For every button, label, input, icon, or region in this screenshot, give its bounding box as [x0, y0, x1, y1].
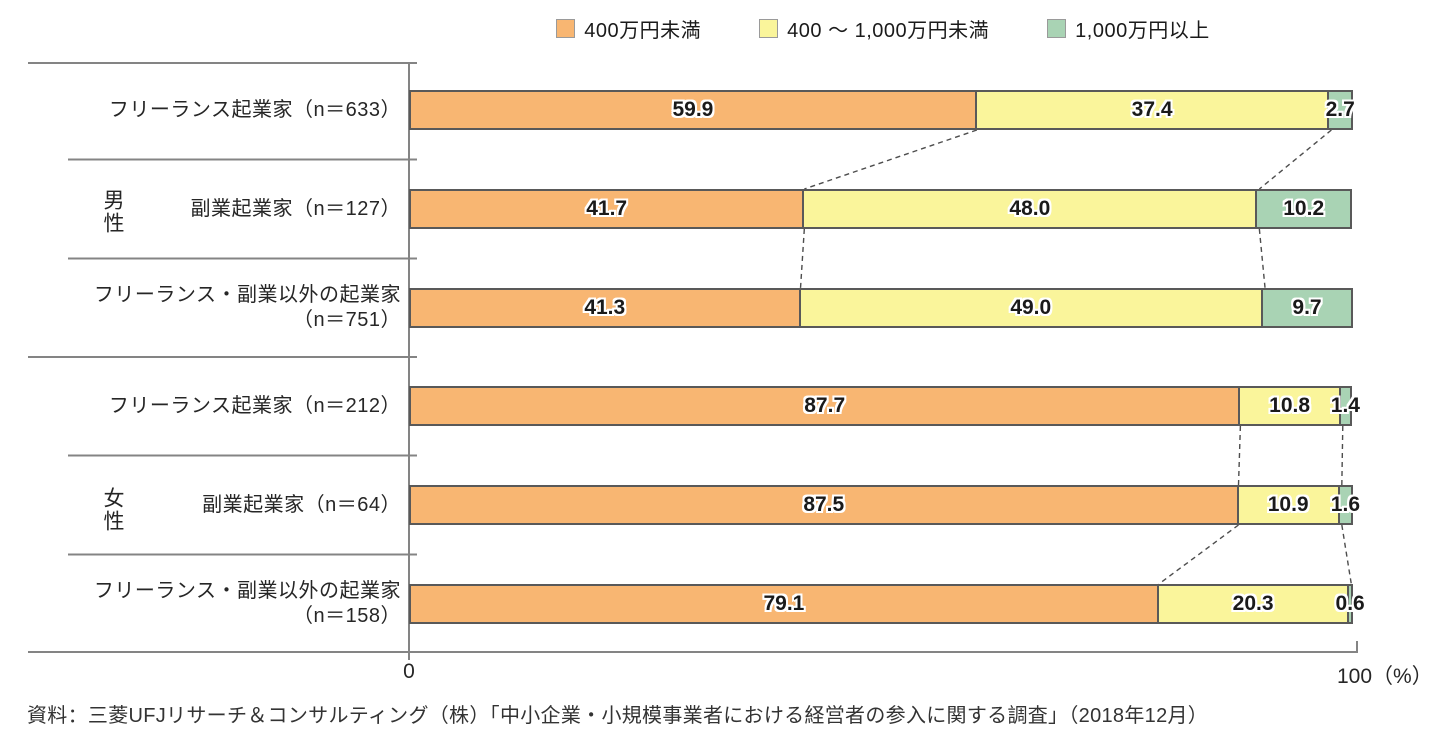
- x-axis-max-label: 100（%）: [1337, 665, 1433, 688]
- row-label: 副業起業家（n＝64）: [0, 485, 410, 525]
- segment-boundary-connector: [1158, 524, 1239, 585]
- segment-boundary-connector: [1258, 129, 1332, 190]
- bar-segment: 41.7: [409, 189, 805, 229]
- segment-value-label: 59.9: [672, 98, 714, 121]
- bar-segment: 48.0: [802, 189, 1258, 229]
- bar-row: 79.1 20.3 0.6: [409, 584, 1365, 624]
- legend-swatch-icon: [556, 19, 576, 38]
- bar-segment: 87.7: [409, 386, 1241, 426]
- row-label-line: 副業起業家（n＝64）: [202, 493, 401, 516]
- bar-segment: 1.6: [1331, 485, 1360, 525]
- row-label-line: 副業起業家（n＝127）: [190, 197, 401, 220]
- row-label-line: （n＝751）: [293, 309, 401, 331]
- bar-segment: 1.4: [1331, 386, 1360, 426]
- legend-item: 400 ～ 1,000万円未満: [759, 14, 989, 43]
- row-label-line: （n＝158）: [293, 605, 401, 627]
- source-note: 資料：三菱UFJリサーチ＆コンサルティング（株）「中小企業・小規模事業者における…: [27, 705, 1209, 727]
- bar-row: 59.9 37.4 2.7: [409, 90, 1357, 130]
- segment-value-label: 10.2: [1283, 197, 1325, 220]
- row-label: フリーランス起業家（n＝212）: [0, 386, 410, 426]
- segment-value-label: 41.3: [584, 296, 626, 319]
- segment-boundary-connector: [1341, 425, 1344, 486]
- row-label-line: フリーランス・副業以外の起業家: [93, 284, 401, 306]
- legend-swatch-icon: [759, 19, 779, 38]
- legend-item-label: 400 ～ 1,000万円未満: [787, 20, 990, 42]
- segment-value-label: 20.3: [1232, 592, 1274, 615]
- segment-value-label: 10.8: [1269, 394, 1311, 417]
- bar-segment: 20.3: [1156, 584, 1350, 624]
- row-label-line: フリーランス・副業以外の起業家: [93, 580, 401, 602]
- segment-boundary-connector: [804, 129, 978, 190]
- chart-legend: 400万円未満 400 ～ 1,000万円未満 1,000万円以上: [409, 14, 1357, 43]
- segment-boundary-connector: [799, 228, 806, 289]
- segment-boundary-connector: [1237, 425, 1242, 486]
- segment-value-label: 87.5: [803, 493, 845, 516]
- legend-item-label: 1,000万円以上: [1075, 20, 1210, 42]
- row-label-line: フリーランス起業家（n＝212）: [108, 394, 401, 417]
- bar-segment: 10.2: [1255, 189, 1353, 229]
- bar-segment: 41.3: [409, 288, 801, 328]
- segment-value-label: 1.6: [1330, 493, 1361, 516]
- segment-value-label: 79.1: [763, 592, 805, 615]
- segment-value-label: 48.0: [1009, 197, 1051, 220]
- bar-segment: 87.5: [409, 485, 1239, 525]
- segment-value-label: 9.7: [1292, 296, 1322, 319]
- segment-boundary-connector: [1341, 524, 1353, 585]
- legend-item-label: 400万円未満: [584, 20, 702, 42]
- segment-value-label: 10.9: [1267, 493, 1309, 516]
- segment-value-label: 1.4: [1330, 394, 1360, 417]
- group-label-male: 男性: [101, 189, 124, 235]
- row-label: フリーランス・副業以外の起業家 （n＝158）: [0, 580, 410, 627]
- segment-value-label: 87.7: [804, 394, 846, 417]
- bar-segment: 79.1: [409, 584, 1159, 624]
- bar-segment: 49.0: [798, 288, 1264, 328]
- group-label-female: 女性: [101, 487, 124, 533]
- segment-value-label: 49.0: [1010, 296, 1052, 319]
- segment-value-label: 0.6: [1335, 592, 1365, 615]
- bar-segment: 10.9: [1236, 485, 1340, 525]
- legend-item: 1,000万円以上: [1047, 14, 1210, 43]
- bar-segment: 2.7: [1325, 90, 1355, 130]
- bar-row: 41.3 49.0 9.7: [409, 288, 1357, 328]
- legend-item: 400万円未満: [556, 14, 701, 43]
- segment-value-label: 41.7: [586, 197, 628, 220]
- x-axis-min-label: 0: [403, 660, 415, 683]
- segment-boundary-connector: [1258, 228, 1266, 289]
- bar-segment: 10.8: [1238, 386, 1341, 426]
- bar-row: 41.7 48.0 10.2: [409, 189, 1357, 229]
- bar-segment: 9.7: [1261, 288, 1353, 328]
- segment-value-label: 2.7: [1325, 98, 1355, 121]
- legend-swatch-icon: [1047, 19, 1067, 38]
- bar-segment: 59.9: [409, 90, 977, 130]
- row-label: フリーランス起業家（n＝633）: [0, 90, 410, 130]
- bar-segment: 37.4: [974, 90, 1330, 130]
- bar-row: 87.5 10.9 1.6: [409, 485, 1360, 525]
- bar-row: 87.7 10.8 1.4: [409, 386, 1360, 426]
- row-label: フリーランス・副業以外の起業家 （n＝751）: [0, 284, 410, 331]
- segment-value-label: 37.4: [1131, 98, 1173, 121]
- row-label: 副業起業家（n＝127）: [0, 189, 410, 229]
- bar-segment: 0.6: [1336, 584, 1365, 624]
- row-label-line: フリーランス起業家（n＝633）: [108, 98, 401, 121]
